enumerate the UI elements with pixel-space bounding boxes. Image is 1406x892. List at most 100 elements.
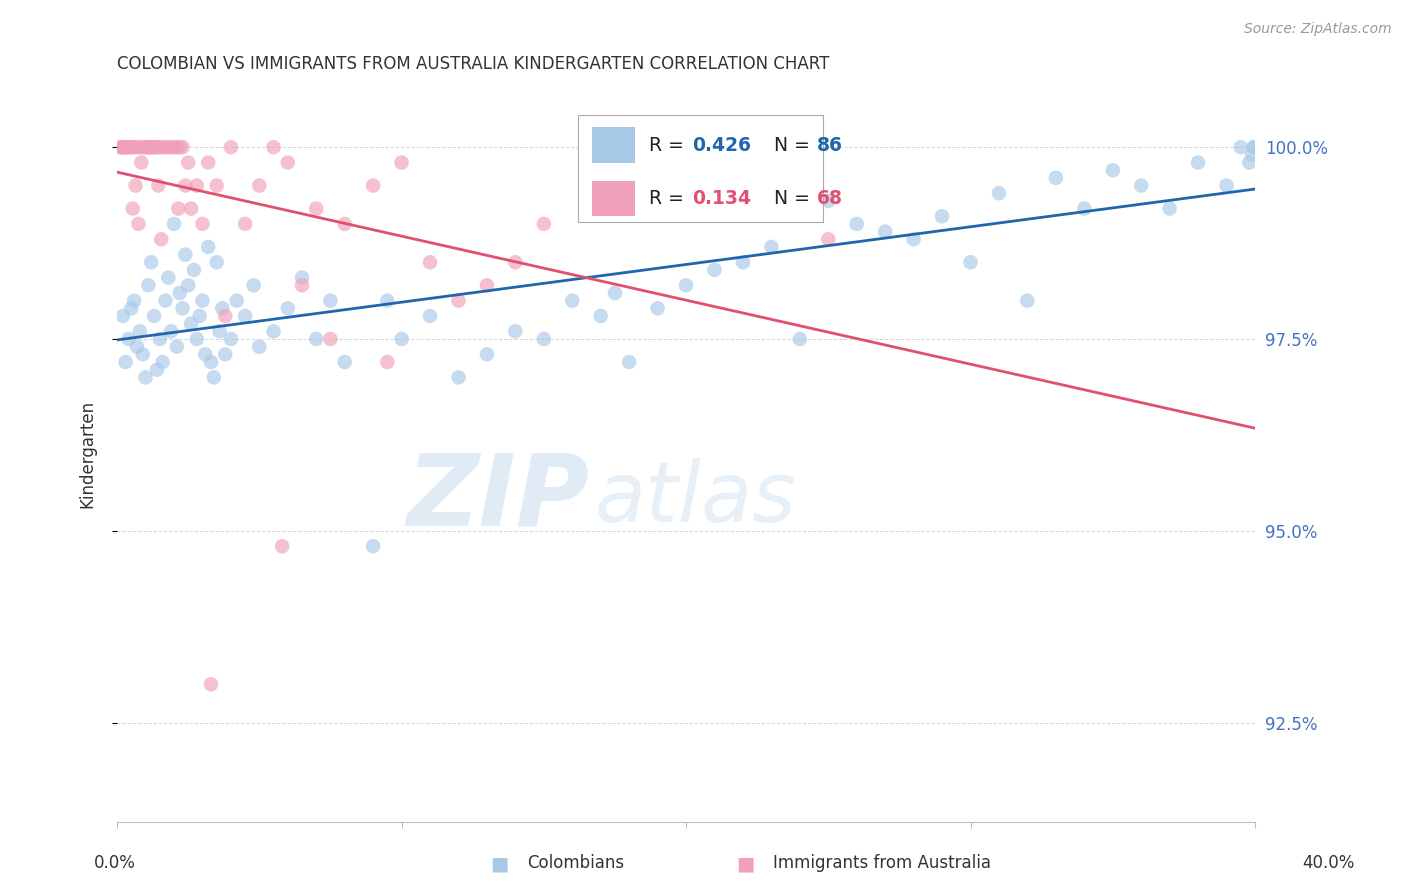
Point <box>603 285 626 300</box>
Point <box>117 140 139 154</box>
Text: COLOMBIAN VS IMMIGRANTS FROM AUSTRALIA KINDERGARTEN CORRELATION CHART: COLOMBIAN VS IMMIGRANTS FROM AUSTRALIA K… <box>117 55 830 73</box>
Text: 40.0%: 40.0% <box>1302 855 1355 872</box>
Point <box>135 140 157 154</box>
Point <box>138 278 160 293</box>
Text: atlas: atlas <box>595 458 797 539</box>
Point <box>319 293 342 308</box>
Point <box>114 140 136 154</box>
Point <box>208 324 231 338</box>
Point <box>111 309 134 323</box>
Point <box>1243 140 1265 154</box>
Point <box>155 140 177 154</box>
Point <box>447 293 470 308</box>
Point <box>174 178 197 193</box>
Point <box>277 155 299 169</box>
Point <box>149 140 172 154</box>
Point <box>377 293 399 308</box>
Point <box>205 255 228 269</box>
Point <box>143 140 166 154</box>
Point <box>1159 202 1181 216</box>
Point <box>817 194 839 208</box>
Text: R =: R = <box>648 136 689 154</box>
Point <box>959 255 981 269</box>
Point <box>589 309 612 323</box>
Point <box>263 140 285 154</box>
Point <box>180 317 202 331</box>
Point <box>186 178 208 193</box>
Point <box>131 347 153 361</box>
Text: N =: N = <box>762 189 815 208</box>
Point <box>110 140 132 154</box>
Point <box>197 240 219 254</box>
Point <box>505 255 527 269</box>
Point <box>931 209 953 223</box>
Point <box>148 178 170 193</box>
Text: R =: R = <box>648 189 689 208</box>
Text: 0.0%: 0.0% <box>94 855 136 872</box>
Point <box>291 270 314 285</box>
Point <box>789 332 811 346</box>
Point <box>172 301 194 316</box>
Point <box>447 370 470 384</box>
Point <box>120 301 142 316</box>
Point <box>160 324 183 338</box>
Point <box>191 217 214 231</box>
Point <box>875 225 897 239</box>
Point <box>125 140 148 154</box>
Point <box>211 301 233 316</box>
Point <box>263 324 285 338</box>
Point <box>305 332 328 346</box>
Point <box>277 301 299 316</box>
Point <box>124 178 146 193</box>
Point <box>169 140 191 154</box>
Text: Colombians: Colombians <box>527 855 624 872</box>
Point <box>117 332 139 346</box>
Point <box>114 355 136 369</box>
Point <box>761 240 783 254</box>
Point <box>131 140 153 154</box>
Point <box>319 332 342 346</box>
Point <box>160 140 183 154</box>
Point <box>1187 155 1209 169</box>
Point <box>1241 148 1264 162</box>
Point <box>219 332 242 346</box>
Point <box>361 539 384 553</box>
Point <box>145 140 167 154</box>
Point <box>143 309 166 323</box>
Point <box>202 370 225 384</box>
Point <box>305 202 328 216</box>
Point <box>120 140 142 154</box>
Point <box>1215 178 1237 193</box>
Point <box>129 155 152 169</box>
Point <box>225 293 247 308</box>
Text: Source: ZipAtlas.com: Source: ZipAtlas.com <box>1244 22 1392 37</box>
Point <box>1243 140 1265 154</box>
Point <box>377 355 399 369</box>
Point <box>533 217 555 231</box>
Point <box>419 255 441 269</box>
Point <box>291 278 314 293</box>
Point <box>128 140 150 154</box>
Point <box>138 140 160 154</box>
Point <box>333 217 356 231</box>
Text: ZIP: ZIP <box>406 450 589 547</box>
Point <box>219 140 242 154</box>
Text: 86: 86 <box>817 136 844 154</box>
Point <box>817 232 839 246</box>
Point <box>188 309 211 323</box>
FancyBboxPatch shape <box>592 128 636 163</box>
Point <box>675 278 697 293</box>
Point <box>1017 293 1039 308</box>
Point <box>903 232 925 246</box>
Point <box>163 140 186 154</box>
Point <box>142 140 165 154</box>
Point <box>150 232 173 246</box>
Point <box>1045 170 1067 185</box>
Point <box>186 332 208 346</box>
Point <box>167 202 190 216</box>
FancyBboxPatch shape <box>592 181 636 216</box>
Point <box>174 247 197 261</box>
Point <box>200 677 222 691</box>
Point <box>155 293 177 308</box>
Point <box>169 285 191 300</box>
